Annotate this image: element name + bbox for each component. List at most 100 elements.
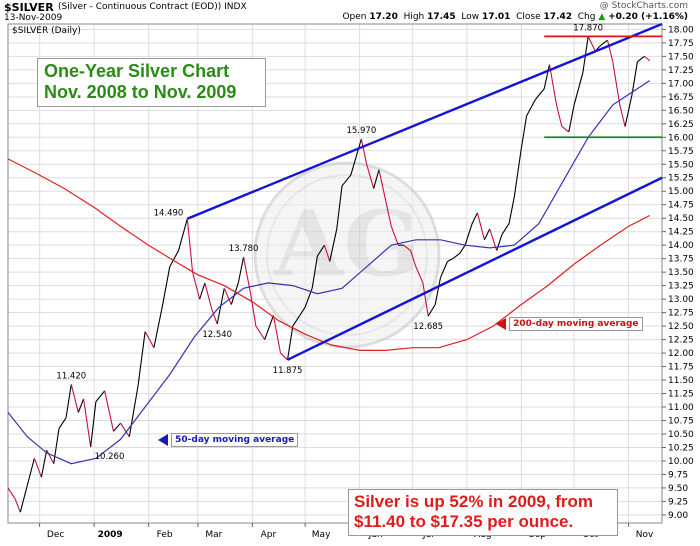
y-tick-label: 15.25 — [668, 174, 694, 184]
price-segment — [543, 64, 551, 89]
price-segment — [272, 315, 282, 354]
price-segment — [95, 390, 106, 402]
price-segment — [534, 88, 545, 100]
y-tick-label: 15.50 — [668, 160, 694, 170]
price-segment — [644, 55, 651, 62]
price-segment — [526, 99, 536, 116]
y-tick-label: 17.25 — [668, 66, 694, 76]
x-tick-label: Mar — [205, 530, 222, 540]
y-tick-label: 13.50 — [668, 268, 694, 278]
price-segment — [192, 272, 201, 300]
x-tick-label: Feb — [157, 530, 173, 540]
summary-box: Silver is up 52% in 2009, from $11.40 to… — [348, 489, 618, 536]
summary-line2: $11.40 to $17.35 per ounce. — [354, 512, 574, 531]
high-value: 17.45 — [427, 12, 456, 22]
y-tick-label: 13.25 — [668, 282, 694, 292]
price-segment — [144, 331, 155, 348]
ma200-line — [7, 158, 650, 351]
price-segment — [40, 450, 48, 478]
price-segment — [311, 255, 318, 289]
price-segment — [19, 485, 28, 513]
price-segment — [186, 218, 194, 273]
y-tick-label: 16.75 — [668, 93, 694, 103]
x-tick-label: 2009 — [98, 530, 123, 540]
low-label: Low — [461, 12, 480, 22]
price-segment — [90, 401, 97, 447]
price-segment — [83, 398, 92, 448]
y-tick-label: 13.75 — [668, 255, 694, 265]
price-segment — [471, 212, 478, 224]
price-segment — [427, 304, 436, 317]
price-segment — [237, 256, 245, 284]
price-segment — [104, 390, 115, 432]
y-tick-label: 12.50 — [668, 322, 694, 332]
y-tick-label: 11.50 — [668, 376, 694, 386]
price-segment — [452, 252, 461, 260]
price-segment — [464, 223, 473, 246]
price-point-label: 17.870 — [573, 23, 603, 33]
price-segment — [137, 331, 146, 386]
price-segment — [264, 315, 274, 340]
price-segment — [323, 245, 331, 262]
price-segment — [299, 306, 306, 316]
price-segment — [561, 126, 570, 133]
lower-channel-line — [287, 176, 663, 361]
price-segment — [350, 138, 362, 176]
price-segment — [637, 55, 645, 63]
y-tick-label: 12.25 — [668, 336, 694, 346]
price-segment — [336, 185, 343, 230]
price-segment — [120, 422, 130, 437]
price-segment — [211, 309, 218, 325]
price-segment — [65, 384, 72, 418]
price-point-label: 15.970 — [346, 126, 376, 136]
y-tick-label: 10.00 — [668, 457, 694, 467]
price-segment — [223, 288, 232, 305]
price-segment — [483, 228, 491, 241]
y-tick-label: 17.75 — [668, 39, 694, 49]
price-segment — [153, 304, 164, 348]
price-segment — [341, 174, 352, 187]
y-tick-label: 11.00 — [668, 403, 694, 413]
price-segment — [58, 417, 67, 429]
price-segment — [476, 212, 485, 240]
x-tick-label: Apr — [261, 530, 277, 540]
close-value: 17.42 — [543, 12, 573, 22]
chg-label: Chg — [577, 12, 596, 22]
price-segment — [230, 282, 239, 305]
ma200-annotation: 200-day moving average — [496, 317, 643, 331]
price-segment — [204, 282, 213, 311]
close-label: Close — [516, 12, 541, 22]
price-segment — [390, 226, 399, 246]
price-segment — [439, 261, 449, 278]
price-segment — [619, 104, 626, 127]
price-segment — [385, 201, 392, 227]
upper-channel-line — [186, 22, 663, 220]
price-segment — [501, 223, 510, 235]
chart-date: 13-Nov-2009 — [4, 13, 63, 23]
price-segment — [496, 234, 503, 251]
low-value: 17.01 — [481, 12, 511, 22]
y-tick-label: 9.00 — [668, 511, 688, 521]
x-tick-label: Dec — [47, 530, 64, 540]
ma200-label: 200-day moving average — [509, 317, 643, 331]
y-tick-label: 14.25 — [668, 228, 694, 238]
price-segment — [286, 326, 294, 360]
price-point-label: 14.490 — [154, 209, 184, 219]
price-segment — [568, 104, 575, 132]
price-segment — [447, 258, 454, 262]
y-tick-label: 16.50 — [668, 106, 694, 116]
price-segment — [403, 244, 411, 252]
x-tick-label: Nov — [636, 530, 654, 540]
stockcharts-brand[interactable]: @ StockCharts.com — [599, 1, 688, 11]
price-point-label: 13.780 — [229, 244, 259, 254]
price-segment — [631, 61, 638, 95]
ma50-line — [7, 80, 651, 465]
chg-value: +0.20 (+1.16%) — [608, 12, 688, 22]
y-tick-label: 14.75 — [668, 201, 694, 211]
y-tick-label: 15.00 — [668, 187, 694, 197]
y-tick-label: 10.75 — [668, 417, 694, 427]
price-segment — [53, 428, 60, 464]
price-segment — [14, 498, 21, 513]
